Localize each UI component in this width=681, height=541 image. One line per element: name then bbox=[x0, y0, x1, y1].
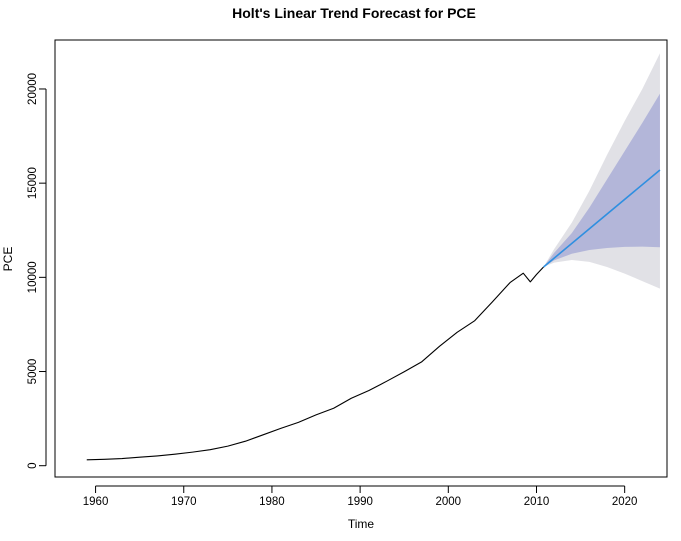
x-axis: 1960 1970 1980 1990 2000 2010 2020 bbox=[83, 485, 638, 508]
forecast-bands bbox=[543, 53, 660, 289]
y-tick-label: 15000 bbox=[27, 167, 39, 199]
history-line bbox=[86, 266, 544, 461]
y-tick-label: 10000 bbox=[27, 261, 39, 293]
x-tick-label: 2020 bbox=[612, 496, 638, 508]
x-tick-label: 1970 bbox=[171, 496, 197, 508]
x-tick-label: 1990 bbox=[347, 496, 373, 508]
x-tick-label: 2010 bbox=[524, 496, 550, 508]
y-tick-label: 5000 bbox=[27, 359, 39, 385]
y-tick-label: 0 bbox=[27, 462, 39, 468]
x-tick-label: 2000 bbox=[436, 496, 462, 508]
x-axis-label: Time bbox=[348, 517, 375, 531]
plot-frame bbox=[54, 39, 668, 478]
y-tick-label: 20000 bbox=[27, 73, 39, 105]
chart-title: Holt's Linear Trend Forecast for PCE bbox=[232, 5, 476, 21]
band-80 bbox=[543, 93, 660, 267]
series-lines bbox=[86, 169, 661, 461]
forecast-line bbox=[543, 169, 661, 268]
y-axis-label: PCE bbox=[1, 247, 15, 272]
x-tick-label: 1980 bbox=[259, 496, 285, 508]
y-axis: 0 5000 10000 15000 20000 bbox=[27, 73, 47, 469]
x-tick-label: 1960 bbox=[83, 496, 109, 508]
